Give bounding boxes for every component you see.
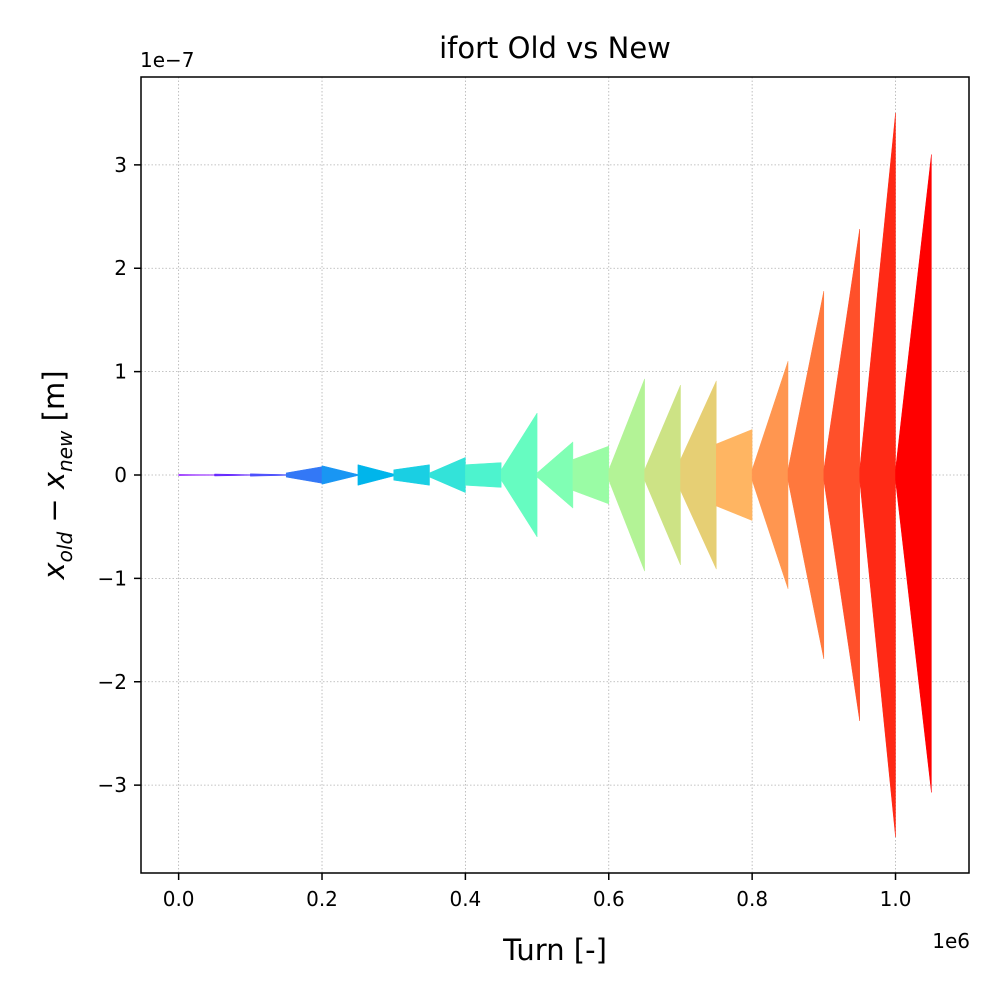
y-axis-label-sub-new: new [53, 430, 77, 472]
series-segment-9 [465, 462, 502, 488]
x-tick-label: 0.8 [736, 887, 768, 911]
chart-title: ifort Old vs New [439, 31, 671, 65]
series-segment-17 [751, 361, 789, 589]
y-tick-label: −3 [98, 773, 127, 797]
series-segment-18 [787, 290, 825, 660]
x-tick-label: 0.0 [163, 887, 195, 911]
y-tick-label: −1 [98, 566, 127, 590]
x-axis-label: Turn [-] [502, 933, 607, 967]
y-tick-label: −2 [98, 670, 127, 694]
series-segment-7 [393, 464, 430, 486]
y-axis-label-unit: [m] [37, 370, 71, 430]
series-segment-15 [680, 380, 717, 570]
series-segment-20 [859, 113, 896, 837]
x-tick-label: 0.6 [593, 887, 625, 911]
series-segment-16 [716, 429, 753, 521]
y-axis-label: xold − xnew [m] [37, 370, 77, 580]
series-segment-14 [644, 385, 681, 565]
y-axis-label-minus: − [37, 489, 71, 532]
series-segment-13 [608, 378, 645, 572]
y-axis-label-main: x [37, 562, 71, 581]
series-layer [178, 113, 932, 837]
y-offset-label: 1e−7 [140, 48, 195, 72]
series-segment-21 [895, 154, 932, 793]
x-tick-label: 0.2 [306, 887, 338, 911]
y-axis-label-main-2: x [37, 471, 71, 490]
series-segment-12 [572, 445, 610, 505]
y-tick-label: 1 [114, 360, 127, 384]
y-tick-label: 3 [114, 153, 127, 177]
series-segment-8 [429, 457, 466, 493]
x-tick-label: 1.0 [880, 887, 912, 911]
tick-layer: 0.0 0.2 0.4 0.6 0.8 1.0 −3 −2 −1 0 1 2 3 [98, 153, 912, 911]
x-offset-label: 1e6 [932, 929, 970, 953]
x-tick-label: 0.4 [449, 887, 481, 911]
series-segment-1 [178, 474, 215, 476]
y-tick-label: 2 [114, 256, 127, 280]
y-tick-label: 0 [114, 463, 127, 487]
series-segment-11 [536, 441, 574, 509]
y-axis-label-sub-old: old [53, 532, 77, 563]
series-segment-19 [823, 228, 860, 722]
series-segment-10 [500, 412, 538, 538]
